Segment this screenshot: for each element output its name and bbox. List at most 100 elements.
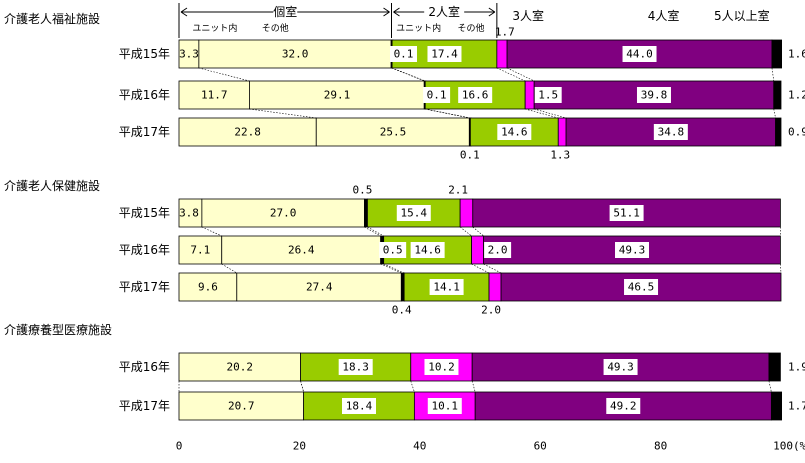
value-label-box bbox=[341, 398, 376, 414]
value-label: 14.6 bbox=[501, 126, 528, 139]
bar-segment bbox=[178, 80, 250, 110]
x-tick-label: 20 bbox=[293, 440, 306, 453]
value-label: 46.5 bbox=[628, 281, 655, 294]
value-label: 2.0 bbox=[481, 304, 501, 317]
bar-segment bbox=[768, 352, 781, 382]
connector-line bbox=[496, 67, 526, 82]
bar-segment bbox=[201, 198, 365, 228]
connector-line bbox=[773, 108, 776, 119]
connector-line bbox=[768, 380, 772, 393]
year-label: 平成17年 bbox=[119, 125, 170, 139]
value-label-box bbox=[427, 398, 462, 414]
bar-segment bbox=[471, 352, 770, 382]
legend-label-bg bbox=[424, 5, 465, 19]
value-label: 10.2 bbox=[428, 361, 455, 374]
bar-segment bbox=[524, 80, 535, 110]
connector-line bbox=[364, 226, 381, 237]
legend-five-plus: 5人以上室 bbox=[714, 8, 770, 23]
value-label: 1.7 bbox=[788, 400, 805, 413]
bar-segment bbox=[459, 198, 474, 228]
value-label: 1.6 bbox=[788, 48, 805, 61]
connector-line bbox=[391, 67, 425, 82]
value-label: 0.1 bbox=[427, 89, 447, 102]
year-label: 平成17年 bbox=[119, 399, 170, 413]
bar-segment bbox=[221, 235, 382, 265]
legend-triple: 3人室 bbox=[512, 8, 544, 23]
legend-double: 2人室 bbox=[428, 4, 460, 19]
bar-segment bbox=[771, 39, 783, 69]
year-label: 平成15年 bbox=[119, 206, 170, 220]
value-label: 49.3 bbox=[619, 244, 646, 257]
value-label-box bbox=[390, 46, 418, 62]
connector-line bbox=[198, 67, 250, 82]
value-label: 10.1 bbox=[432, 400, 459, 413]
value-label: 51.1 bbox=[613, 207, 640, 220]
bar-segment bbox=[557, 117, 567, 147]
value-label-box bbox=[497, 124, 532, 140]
value-label-box bbox=[603, 359, 638, 375]
year-label: 平成16年 bbox=[119, 88, 170, 102]
value-label: 0.5 bbox=[352, 184, 372, 197]
year-label: 平成16年 bbox=[119, 243, 170, 257]
value-label: 32.0 bbox=[282, 48, 309, 61]
bar-segment bbox=[496, 39, 508, 69]
value-label-box bbox=[624, 279, 659, 295]
value-label: 25.5 bbox=[380, 126, 407, 139]
value-label: 0.1 bbox=[460, 149, 480, 162]
value-label: 18.3 bbox=[342, 361, 369, 374]
value-label-box bbox=[615, 242, 650, 258]
connector-line bbox=[471, 263, 490, 274]
connector-line bbox=[459, 226, 472, 237]
value-label-box bbox=[427, 46, 462, 62]
value-label-box bbox=[423, 87, 451, 103]
legend-other-double: その他 bbox=[457, 22, 484, 34]
value-label: 44.0 bbox=[626, 48, 653, 61]
value-label-box bbox=[379, 242, 407, 258]
value-label: 11.7 bbox=[201, 89, 228, 102]
value-label: 22.8 bbox=[234, 126, 261, 139]
connector-line bbox=[534, 108, 567, 119]
value-label: 1.7 bbox=[495, 26, 515, 39]
value-label: 29.1 bbox=[324, 89, 351, 102]
legend-arrowhead bbox=[180, 7, 188, 17]
value-label: 9.6 bbox=[198, 281, 218, 294]
year-label: 平成17年 bbox=[119, 280, 170, 294]
value-label: 17.4 bbox=[431, 48, 458, 61]
bar-segment bbox=[775, 117, 782, 147]
value-label-box bbox=[424, 359, 459, 375]
bar-segment bbox=[364, 198, 368, 228]
value-label-box bbox=[606, 398, 641, 414]
legend-label-bg bbox=[273, 5, 298, 19]
value-label-box bbox=[534, 87, 562, 103]
value-label-box bbox=[429, 279, 464, 295]
connector-line bbox=[201, 226, 222, 237]
legend-quad: 4人室 bbox=[648, 8, 680, 23]
value-label: 27.4 bbox=[306, 281, 333, 294]
value-label-box bbox=[458, 87, 493, 103]
connector-line bbox=[300, 380, 304, 393]
bar-segment bbox=[471, 235, 485, 265]
value-label: 39.8 bbox=[641, 89, 668, 102]
value-label: 15.4 bbox=[401, 207, 428, 220]
value-label: 3.8 bbox=[179, 207, 199, 220]
value-label: 26.4 bbox=[288, 244, 315, 257]
facility-title: 介護老人保健施設 bbox=[4, 178, 100, 193]
connector-line bbox=[525, 108, 559, 119]
connector-line bbox=[472, 226, 484, 237]
value-label: 34.8 bbox=[658, 126, 685, 139]
value-label: 27.0 bbox=[270, 207, 297, 220]
connector-line bbox=[221, 263, 237, 274]
facility-title: 介護療養型医療施設 bbox=[4, 322, 112, 337]
connector-line bbox=[367, 226, 384, 237]
value-label: 18.4 bbox=[346, 400, 373, 413]
bar-segment bbox=[178, 272, 238, 302]
bar-segment bbox=[178, 352, 302, 382]
value-label: 49.2 bbox=[610, 400, 637, 413]
connector-line bbox=[383, 263, 405, 274]
facility-title: 介護老人福祉施設 bbox=[4, 11, 100, 26]
legend-arrowhead bbox=[488, 7, 496, 17]
value-label: 0.9 bbox=[788, 126, 805, 139]
connector-line bbox=[249, 108, 317, 119]
value-label: 20.2 bbox=[227, 361, 254, 374]
